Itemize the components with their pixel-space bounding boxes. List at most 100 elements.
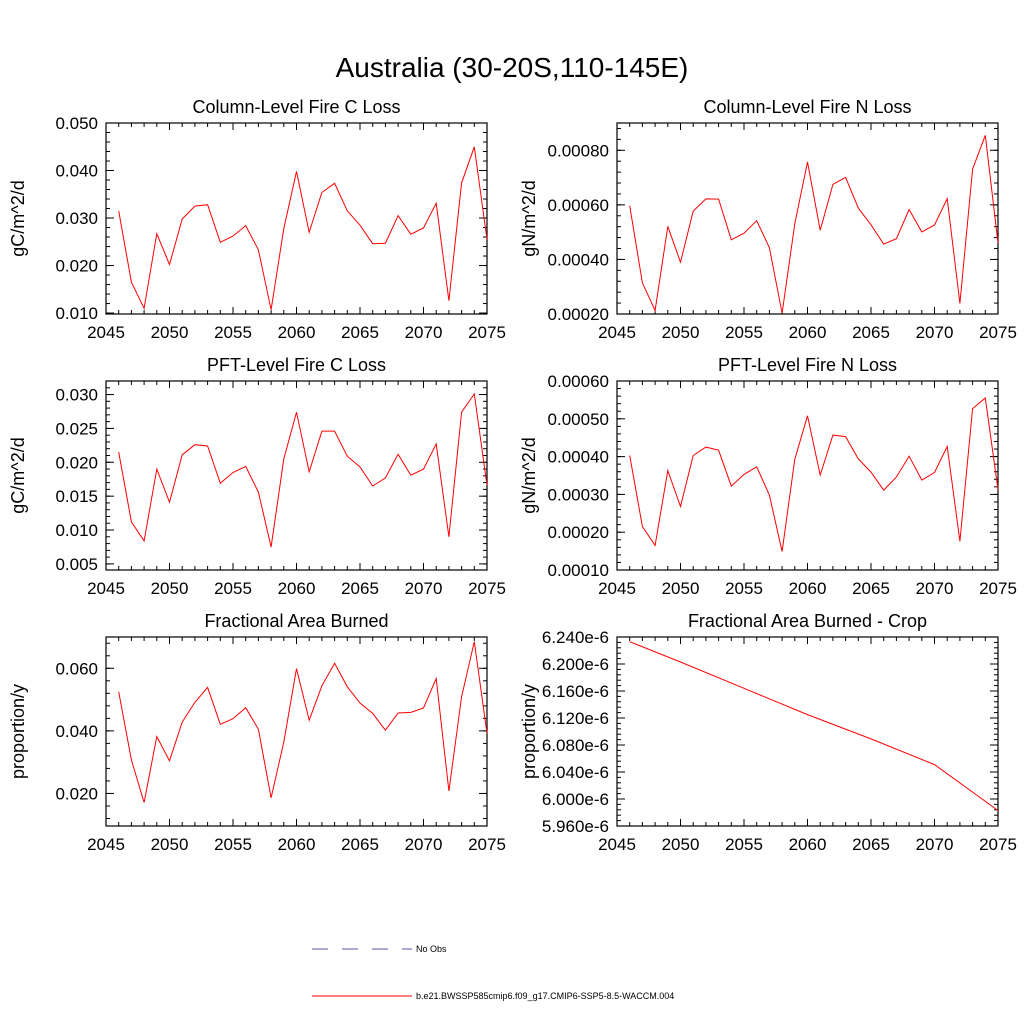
series-line-model xyxy=(629,641,999,811)
legend: No Obs b.e21.BWSSP585cmip6.f09_g17.CMIP6… xyxy=(312,944,674,1001)
y-axis-label: gC/m^2/d xyxy=(8,180,28,256)
y-tick-label: 6.200e-6 xyxy=(542,655,609,674)
x-tick-label: 2045 xyxy=(87,579,125,598)
y-axis-label: proportion/y xyxy=(8,684,28,779)
x-tick-label: 2075 xyxy=(468,835,506,854)
x-tick-label: 2050 xyxy=(151,323,189,342)
x-tick-label: 2050 xyxy=(151,579,189,598)
y-tick-label: 0.00030 xyxy=(548,485,609,504)
x-tick-label: 2075 xyxy=(979,579,1017,598)
y-tick-label: 0.00080 xyxy=(548,141,609,160)
y-tick-label: 0.040 xyxy=(55,162,98,181)
x-tick-label: 2055 xyxy=(214,323,252,342)
chart-col-fire-c: Column-Level Fire C Loss gC/m^2/d 2045 2050… xyxy=(8,97,506,342)
x-tick-label: 2060 xyxy=(278,579,316,598)
y-tick-label: 0.00010 xyxy=(548,561,609,580)
y-tick-label: 0.050 xyxy=(55,114,98,133)
chart-frac-area-burned: Fractional Area Burned proportion/y 2045 20… xyxy=(8,611,506,854)
y-tick-label: 0.00040 xyxy=(548,250,609,269)
x-tick-label: 2065 xyxy=(852,835,890,854)
y-tick-label: 0.040 xyxy=(55,722,98,741)
y-tick-label: 0.00060 xyxy=(548,196,609,215)
x-tick-label: 2045 xyxy=(598,579,636,598)
y-tick-label: 0.010 xyxy=(55,304,98,323)
chart-pft-fire-n: PFT-Level Fire N Loss gN/m^2/d 2045 2050 205… xyxy=(519,355,1017,598)
y-tick-label: 0.00020 xyxy=(548,523,609,542)
x-tick-label: 2050 xyxy=(662,323,700,342)
x-tick-label: 2070 xyxy=(916,835,954,854)
x-tick-label: 2050 xyxy=(151,835,189,854)
x-tick-label: 2055 xyxy=(725,323,763,342)
x-tick-label: 2060 xyxy=(789,323,827,342)
y-tick-label: 0.00020 xyxy=(548,305,609,324)
legend-model-label: b.e21.BWSSP585cmip6.f09_g17.CMIP6-SSP5-8… xyxy=(416,991,674,1001)
chart-title: Fractional Area Burned - Crop xyxy=(688,611,927,631)
y-axis-label: gN/m^2/d xyxy=(519,180,539,256)
x-tick-label: 2060 xyxy=(789,835,827,854)
plot-frame xyxy=(616,122,999,315)
x-tick-label: 2065 xyxy=(852,579,890,598)
y-tick-label: 0.020 xyxy=(55,453,98,472)
x-tick-label: 2050 xyxy=(662,835,700,854)
y-tick-label: 6.160e-6 xyxy=(542,682,609,701)
chart-title: Column-Level Fire C Loss xyxy=(192,97,400,117)
x-tick-label: 2065 xyxy=(341,835,379,854)
x-tick-label: 2060 xyxy=(789,579,827,598)
x-tick-label: 2070 xyxy=(405,323,443,342)
y-axis-label: gC/m^2/d xyxy=(8,437,28,513)
y-tick-label: 0.005 xyxy=(55,555,98,574)
x-tick-label: 2055 xyxy=(214,579,252,598)
y-tick-label: 0.030 xyxy=(55,386,98,405)
x-tick-label: 2050 xyxy=(662,579,700,598)
chart-title: PFT-Level Fire N Loss xyxy=(718,355,897,375)
y-tick-label: 0.00050 xyxy=(548,410,609,429)
plot-frame xyxy=(616,636,999,827)
x-tick-label: 2045 xyxy=(87,323,125,342)
y-tick-label: 5.960e-6 xyxy=(542,817,609,836)
x-tick-label: 2045 xyxy=(598,323,636,342)
y-axis-label: proportion/y xyxy=(519,684,539,779)
y-tick-label: 6.240e-6 xyxy=(542,628,609,647)
y-tick-label: 0.015 xyxy=(55,487,98,506)
x-tick-label: 2060 xyxy=(278,835,316,854)
x-tick-label: 2075 xyxy=(979,323,1017,342)
y-tick-label: 6.040e-6 xyxy=(542,763,609,782)
x-tick-label: 2070 xyxy=(916,579,954,598)
chart-pft-fire-c: PFT-Level Fire C Loss gC/m^2/d 2045 2050 205… xyxy=(8,355,506,598)
y-tick-label: 0.020 xyxy=(55,784,98,803)
x-tick-label: 2065 xyxy=(341,579,379,598)
series-line-model xyxy=(629,135,999,314)
y-tick-label: 0.060 xyxy=(55,659,98,678)
y-axis-label: gN/m^2/d xyxy=(519,437,539,513)
x-tick-label: 2065 xyxy=(852,323,890,342)
y-tick-label: 0.010 xyxy=(55,521,98,540)
chart-col-fire-n: Column-Level Fire N Loss gN/m^2/d 2045 2050… xyxy=(519,97,1017,342)
y-tick-label: 0.030 xyxy=(55,209,98,228)
x-tick-label: 2055 xyxy=(214,835,252,854)
x-tick-label: 2060 xyxy=(278,323,316,342)
chart-title: Fractional Area Burned xyxy=(204,611,388,631)
x-tick-label: 2045 xyxy=(598,835,636,854)
x-tick-label: 2075 xyxy=(468,323,506,342)
y-tick-label: 0.00040 xyxy=(548,448,609,467)
x-tick-label: 2070 xyxy=(916,323,954,342)
page-title: Australia (30-20S,110-145E) xyxy=(336,52,689,83)
y-tick-label: 0.00060 xyxy=(548,372,609,391)
series-line-model xyxy=(118,392,488,548)
panels: Column-Level Fire C Loss gC/m^2/d 2045 2050… xyxy=(8,97,1017,854)
series-line-model xyxy=(118,641,488,803)
y-tick-label: 0.025 xyxy=(55,419,98,438)
y-tick-label: 6.080e-6 xyxy=(542,736,609,755)
y-tick-label: 6.120e-6 xyxy=(542,709,609,728)
plot-frame xyxy=(105,380,488,571)
plot-frame xyxy=(105,636,488,827)
x-tick-label: 2075 xyxy=(979,835,1017,854)
plot-frame xyxy=(616,380,999,571)
x-tick-label: 2070 xyxy=(405,835,443,854)
x-tick-label: 2045 xyxy=(87,835,125,854)
plot-frame xyxy=(105,122,488,315)
x-tick-label: 2055 xyxy=(725,579,763,598)
x-tick-label: 2065 xyxy=(341,323,379,342)
series-line-model xyxy=(629,397,999,552)
